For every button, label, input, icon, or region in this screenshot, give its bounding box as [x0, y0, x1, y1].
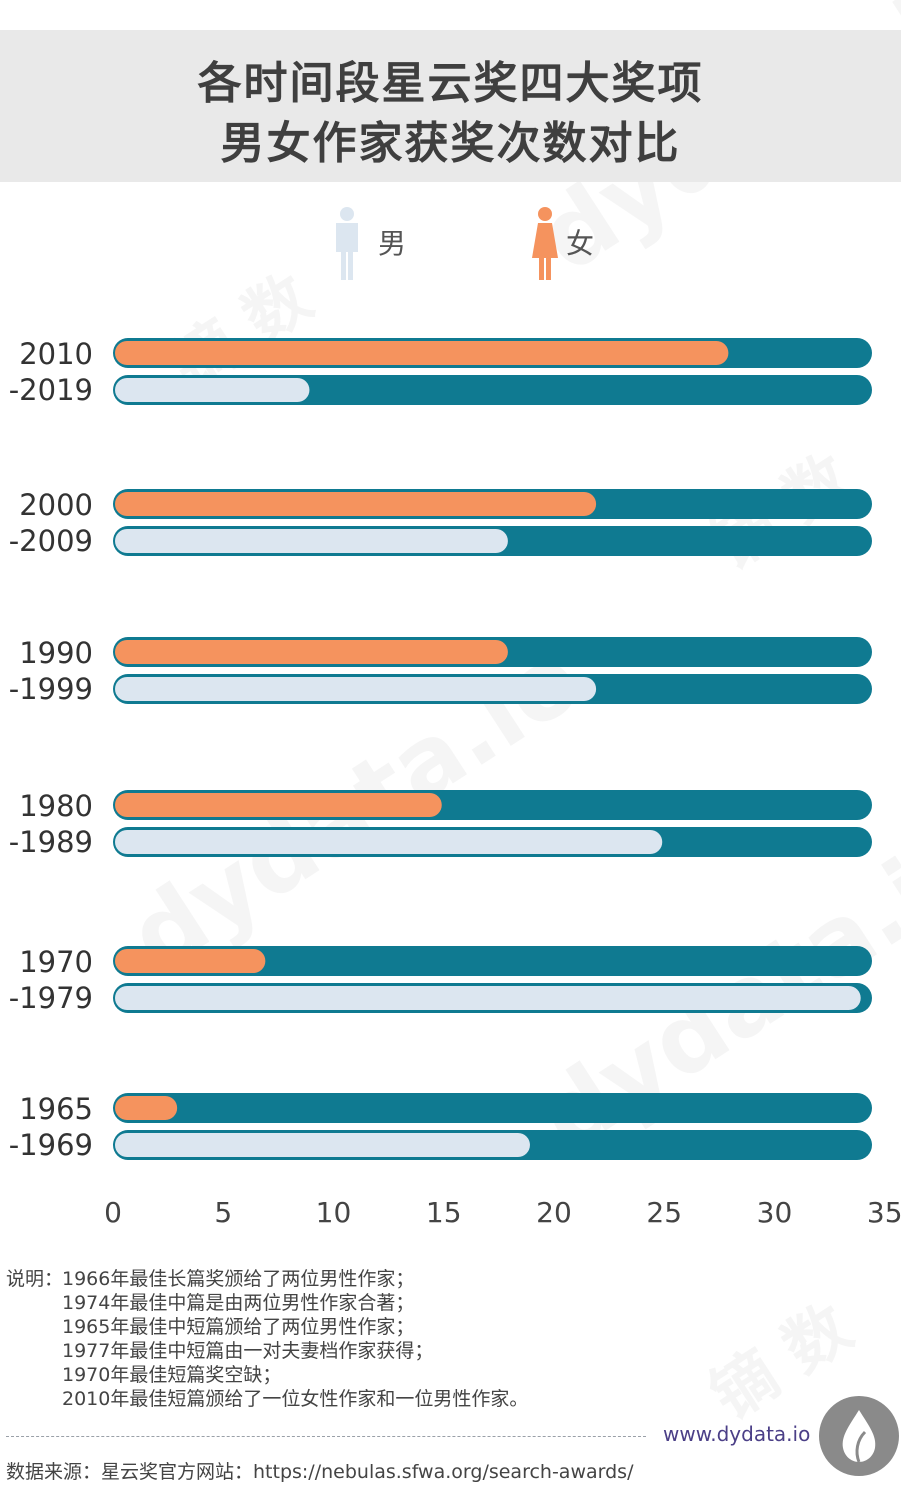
- x-tick-label: 35: [867, 1196, 901, 1229]
- bar-track: [113, 946, 872, 976]
- female-figure-icon: [532, 207, 558, 280]
- period-label: 2000: [19, 488, 93, 522]
- note-line: 1965年最佳中短篇颁给了两位男性作家；: [62, 1316, 415, 1338]
- bar: [115, 949, 266, 973]
- period-label: -1969: [9, 1128, 93, 1162]
- data-source: 数据来源：星云奖官方网站：https://nebulas.sfwa.org/se…: [6, 1461, 634, 1483]
- title-band: [0, 30, 901, 182]
- x-tick-label: 20: [536, 1196, 572, 1229]
- period-label: -1999: [9, 672, 93, 706]
- note-line: 1977年最佳中短篇由一对夫妻档作家获得；: [62, 1340, 434, 1362]
- bar: [115, 529, 508, 553]
- bar: [115, 986, 861, 1010]
- bar: [115, 341, 729, 365]
- period-label: -1979: [9, 981, 93, 1015]
- bar: [115, 492, 597, 516]
- note-line: 2010年最佳短篇颁给了一位女性作家和一位男性作家。: [62, 1388, 529, 1410]
- x-tick-label: 5: [214, 1196, 232, 1229]
- note-line: 1966年最佳长篇奖颁给了两位男性作家；: [62, 1268, 415, 1290]
- bar-group: [113, 1093, 872, 1160]
- period-label: 1980: [19, 789, 93, 823]
- x-tick-label: 15: [426, 1196, 462, 1229]
- period-label: -2019: [9, 373, 93, 407]
- bar-group: [113, 338, 872, 405]
- chart-title-line-2: 男女作家获奖次数对比: [220, 118, 681, 169]
- period-label: 1990: [19, 636, 93, 670]
- bar-group: [113, 946, 872, 1013]
- period-label: -1989: [9, 825, 93, 859]
- bar-group: [113, 637, 872, 704]
- male-figure-icon: [336, 207, 358, 280]
- note-line: 1974年最佳中篇是由两位男性作家合著；: [62, 1292, 415, 1314]
- bar: [115, 830, 663, 854]
- period-label: 1970: [19, 945, 93, 979]
- footer-divider: [6, 1436, 646, 1437]
- dydata-logo: [819, 1396, 899, 1476]
- note-line: 1970年最佳短篇奖空缺；: [62, 1364, 282, 1386]
- bar: [115, 677, 597, 701]
- bar-group: [113, 790, 872, 857]
- bar: [115, 1133, 530, 1157]
- bar: [115, 378, 310, 402]
- x-tick-label: 0: [104, 1196, 122, 1229]
- chart-title-line-1: 各时间段星云奖四大奖项: [197, 58, 704, 109]
- period-label: 2010: [19, 337, 93, 371]
- x-tick-label: 25: [646, 1196, 682, 1229]
- legend-label-female: 女: [566, 227, 595, 260]
- period-label: 1965: [19, 1092, 93, 1126]
- bar: [115, 640, 508, 664]
- legend-label-male: 男: [378, 227, 407, 260]
- bar: [115, 1096, 178, 1120]
- bar: [115, 793, 442, 817]
- bar-group: [113, 489, 872, 556]
- x-tick-label: 30: [757, 1196, 793, 1229]
- bar-chart: 2010-20192000-20091990-19991980-19891970…: [9, 337, 901, 1229]
- notes-label: 说明：: [6, 1268, 64, 1290]
- bar-track: [113, 1093, 872, 1123]
- x-tick-label: 10: [316, 1196, 352, 1229]
- drop-leaf-icon: [842, 1410, 876, 1463]
- website-link[interactable]: www.dydata.io: [663, 1422, 811, 1446]
- notes-list: 1966年最佳长篇奖颁给了两位男性作家； 1974年最佳中篇是由两位男性作家合著…: [62, 1267, 528, 1411]
- period-label: -2009: [9, 524, 93, 558]
